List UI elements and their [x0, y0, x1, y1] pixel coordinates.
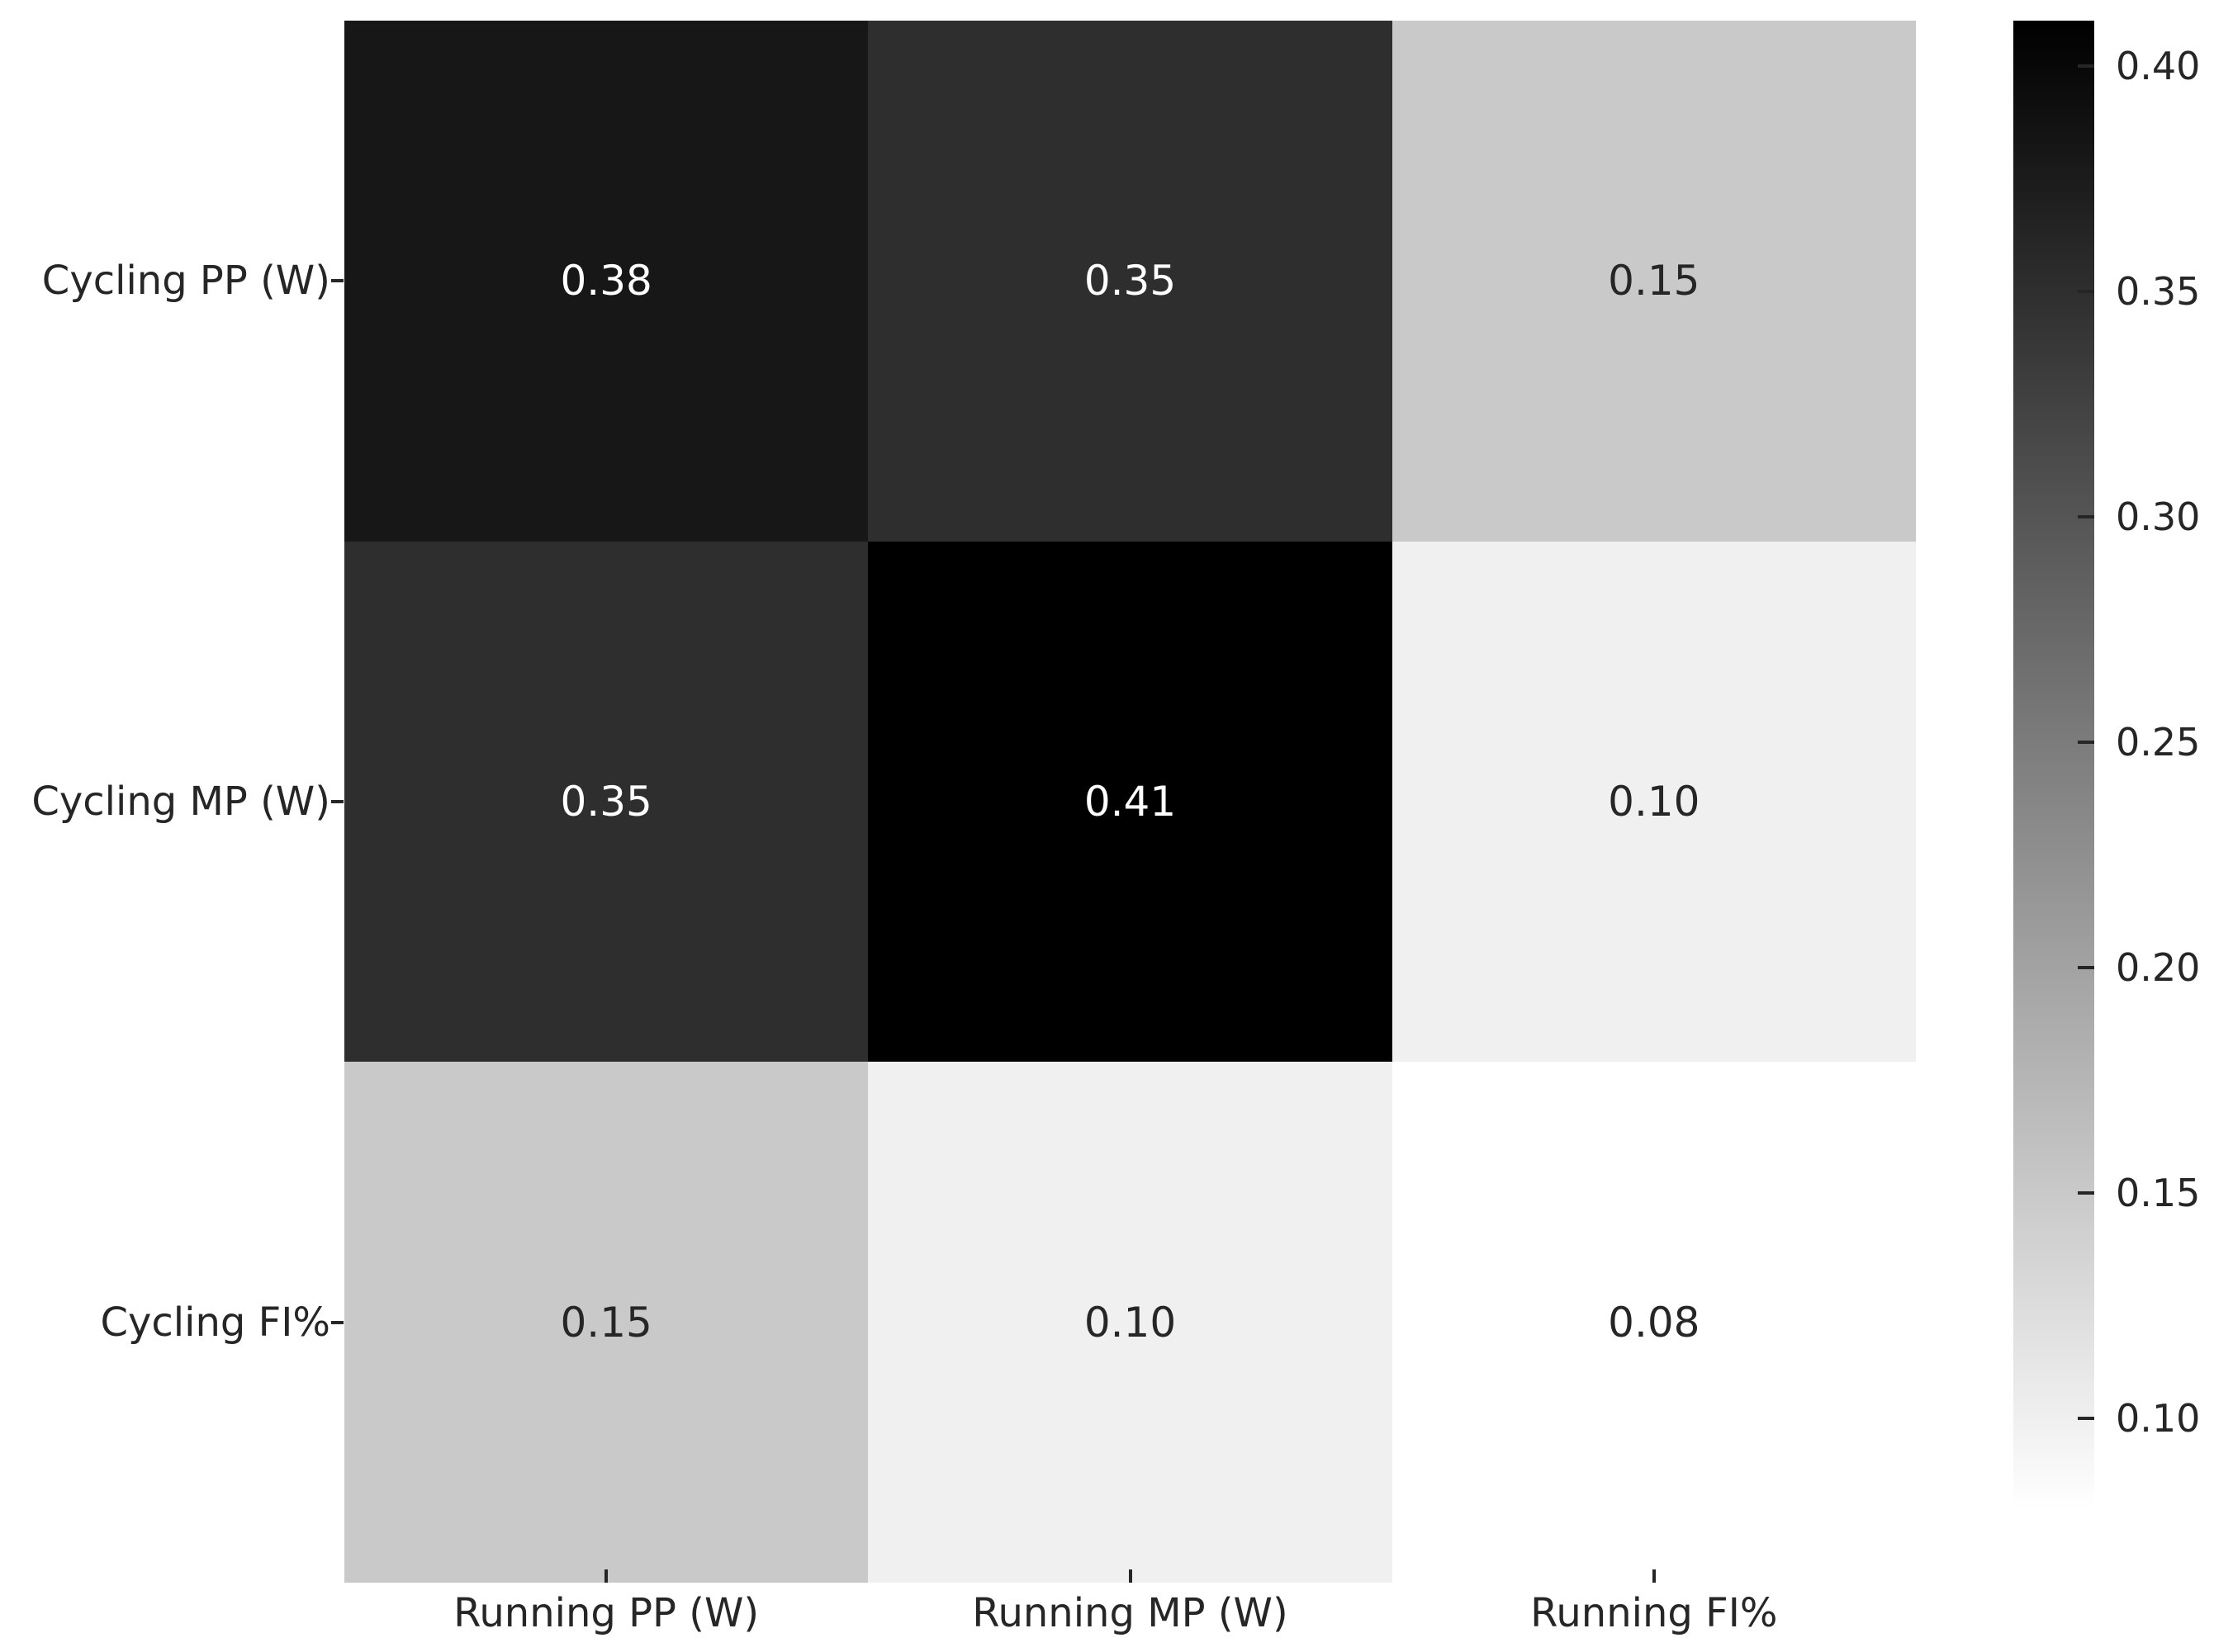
heatmap-cell: 0.10: [868, 1062, 1392, 1583]
cell-value: 0.10: [1608, 777, 1700, 826]
cell-value: 0.15: [560, 1298, 652, 1347]
cell-value: 0.15: [1608, 257, 1700, 305]
colorbar-tick-label: 0.30: [2116, 494, 2201, 539]
heatmap-cell: 0.35: [868, 21, 1392, 542]
y-axis-tick: [331, 1320, 344, 1324]
y-axis-tick: [331, 800, 344, 803]
heatmap-cell: 0.10: [1391, 541, 1916, 1063]
x-axis-tick: [1128, 1569, 1132, 1583]
y-axis-label: Cycling PP (W): [41, 258, 330, 305]
x-axis-label: Running FI%: [1530, 1590, 1778, 1636]
x-axis-tick: [604, 1569, 609, 1583]
colorbar-tick-label: 0.20: [2116, 944, 2201, 990]
colorbar-tick: [2078, 289, 2094, 293]
colorbar-tick: [2078, 740, 2094, 744]
cell-value: 0.35: [1083, 257, 1177, 305]
heatmap-cell: 0.15: [344, 1062, 869, 1583]
heatmap-cell: 0.35: [344, 541, 869, 1063]
colorbar-tick: [2078, 1416, 2094, 1420]
cell-value: 0.10: [1083, 1298, 1177, 1347]
cell-value: 0.41: [1083, 777, 1177, 826]
colorbar-tick-label: 0.25: [2116, 719, 2201, 764]
colorbar-tick: [2078, 514, 2094, 518]
cell-value: 0.35: [560, 777, 652, 826]
cell-value: 0.08: [1608, 1298, 1700, 1347]
colorbar-tick: [2078, 64, 2094, 68]
heatmap-cell: 0.15: [1391, 21, 1916, 542]
y-axis-label: Cycling FI%: [100, 1299, 330, 1346]
x-axis-label: Running MP (W): [972, 1590, 1288, 1636]
colorbar-tick: [2078, 965, 2094, 969]
colorbar-tick-label: 0.35: [2116, 268, 2201, 314]
heatmap-cell: 0.08: [1391, 1062, 1916, 1583]
cell-value: 0.38: [560, 257, 652, 305]
colorbar-tick: [2078, 1190, 2094, 1195]
y-axis-label: Cycling MP (W): [31, 779, 330, 825]
colorbar-tick-label: 0.15: [2116, 1170, 2201, 1215]
x-axis-tick: [1652, 1569, 1656, 1583]
heatmap-cell: 0.38: [344, 21, 869, 542]
x-axis-label: Running PP (W): [453, 1590, 760, 1636]
colorbar-gradient: [2013, 21, 2094, 1508]
colorbar-tick-label: 0.40: [2116, 43, 2201, 88]
colorbar-tick-label: 0.10: [2116, 1395, 2201, 1441]
y-axis-tick: [331, 279, 344, 283]
heatmap-cell: 0.41: [868, 541, 1392, 1063]
